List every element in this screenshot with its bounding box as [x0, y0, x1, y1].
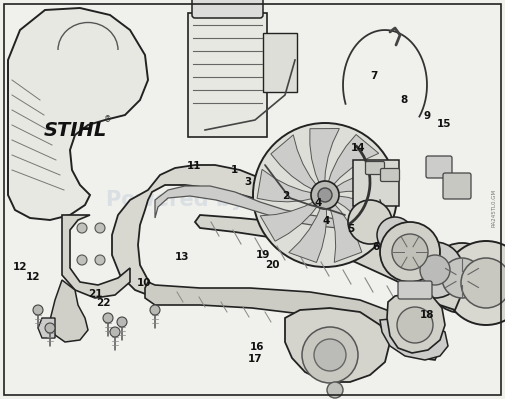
Polygon shape — [260, 200, 321, 241]
Text: 21: 21 — [88, 289, 102, 300]
Circle shape — [444, 241, 505, 325]
Circle shape — [45, 323, 55, 333]
Polygon shape — [195, 215, 460, 310]
Polygon shape — [271, 135, 320, 192]
Circle shape — [427, 243, 497, 313]
Circle shape — [302, 327, 358, 383]
Text: 12: 12 — [13, 262, 27, 273]
Polygon shape — [328, 200, 362, 263]
Text: 18: 18 — [420, 310, 434, 320]
Polygon shape — [155, 186, 340, 228]
Polygon shape — [50, 280, 88, 342]
Polygon shape — [112, 165, 350, 295]
Text: 4: 4 — [322, 216, 329, 227]
Text: STIHL: STIHL — [43, 120, 107, 140]
Text: 15: 15 — [437, 119, 451, 129]
Text: 8: 8 — [400, 95, 408, 105]
Text: 6: 6 — [373, 242, 380, 253]
Polygon shape — [145, 282, 440, 360]
Polygon shape — [310, 128, 339, 188]
Text: Powered by Victa Spares: Powered by Victa Spares — [106, 190, 399, 209]
Polygon shape — [289, 203, 327, 263]
Circle shape — [442, 258, 482, 298]
Text: 17: 17 — [248, 354, 262, 364]
Circle shape — [77, 255, 87, 265]
Text: 14: 14 — [351, 142, 366, 153]
Polygon shape — [8, 8, 148, 220]
Circle shape — [348, 200, 392, 244]
Polygon shape — [62, 215, 130, 298]
Polygon shape — [38, 318, 55, 338]
Circle shape — [95, 223, 105, 233]
Text: 16: 16 — [250, 342, 265, 352]
Polygon shape — [380, 318, 448, 360]
Text: 1: 1 — [231, 164, 238, 175]
Polygon shape — [332, 195, 390, 241]
Circle shape — [314, 339, 346, 371]
Circle shape — [420, 255, 450, 285]
Text: RA245TL0.GM: RA245TL0.GM — [491, 188, 496, 227]
Text: 4: 4 — [315, 198, 322, 209]
Text: ®: ® — [104, 115, 112, 124]
FancyBboxPatch shape — [353, 160, 399, 206]
Circle shape — [77, 223, 87, 233]
Circle shape — [95, 255, 105, 265]
Text: 13: 13 — [175, 252, 189, 263]
Polygon shape — [387, 293, 445, 353]
Polygon shape — [285, 308, 390, 382]
FancyBboxPatch shape — [443, 173, 471, 199]
Circle shape — [392, 234, 428, 270]
Polygon shape — [257, 169, 317, 202]
Circle shape — [33, 305, 43, 315]
Text: 5: 5 — [347, 224, 355, 235]
Text: 19: 19 — [256, 250, 270, 261]
Text: 20: 20 — [266, 260, 280, 271]
FancyBboxPatch shape — [188, 13, 267, 137]
Polygon shape — [327, 134, 379, 189]
Circle shape — [318, 188, 332, 202]
Circle shape — [150, 305, 160, 315]
Circle shape — [117, 317, 127, 327]
Circle shape — [461, 258, 505, 308]
Circle shape — [253, 123, 397, 267]
FancyBboxPatch shape — [263, 33, 297, 92]
Text: 11: 11 — [187, 160, 201, 171]
Circle shape — [311, 181, 339, 209]
Text: 22: 22 — [96, 298, 111, 308]
Circle shape — [377, 217, 413, 253]
FancyBboxPatch shape — [380, 168, 399, 182]
Circle shape — [327, 382, 343, 398]
Circle shape — [407, 242, 463, 298]
Text: 2: 2 — [282, 190, 289, 201]
Circle shape — [397, 307, 433, 343]
Text: 3: 3 — [244, 176, 251, 187]
Circle shape — [380, 222, 440, 282]
Text: 7: 7 — [370, 71, 377, 81]
FancyBboxPatch shape — [192, 0, 263, 18]
FancyBboxPatch shape — [366, 162, 384, 174]
Polygon shape — [331, 169, 393, 198]
Text: 9: 9 — [423, 111, 430, 121]
Circle shape — [110, 327, 120, 337]
FancyBboxPatch shape — [398, 281, 432, 299]
Text: 10: 10 — [137, 278, 151, 288]
Text: 12: 12 — [26, 272, 40, 282]
Circle shape — [103, 313, 113, 323]
FancyBboxPatch shape — [426, 156, 452, 178]
